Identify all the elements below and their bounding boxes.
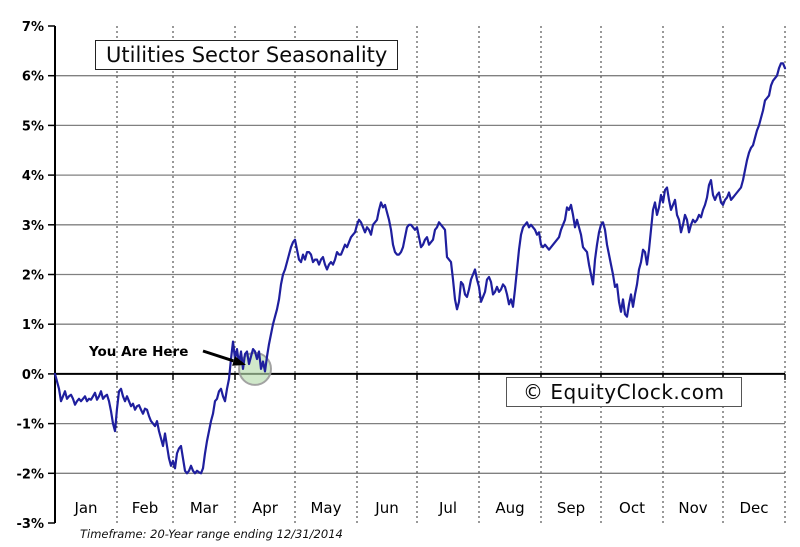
y-axis-label: 1%	[22, 318, 44, 333]
you-are-here-label: You Are Here	[89, 344, 189, 360]
x-axis-label: May	[310, 499, 341, 517]
y-axis-label: 2%	[22, 269, 44, 284]
x-axis-label: Jul	[438, 499, 457, 517]
chart-title: Utilities Sector Seasonality	[95, 40, 399, 70]
x-axis-label: Oct	[619, 499, 645, 517]
x-axis-label: Jun	[374, 499, 398, 517]
x-axis-label: Dec	[739, 499, 768, 517]
annotation-arrow	[202, 349, 235, 363]
y-axis-label: -1%	[17, 418, 44, 433]
y-axis-label: 6%	[22, 70, 44, 85]
y-axis-label: 4%	[22, 169, 44, 184]
timeframe-footnote: Timeframe: 20-Year range ending 12/31/20…	[80, 527, 343, 541]
x-axis-label: Feb	[132, 499, 159, 517]
x-axis-label: Mar	[190, 499, 219, 517]
y-axis-label: 7%	[22, 20, 44, 35]
annotation-arrowhead	[232, 356, 246, 366]
x-axis-label: Sep	[557, 499, 585, 517]
y-axis-label: 5%	[22, 119, 44, 134]
y-axis-label: -2%	[17, 467, 44, 482]
y-axis-label: 3%	[22, 219, 44, 234]
x-axis-label: Nov	[678, 499, 707, 517]
y-axis-label: 0%	[22, 368, 44, 383]
watermark: © EquityClock.com	[506, 377, 742, 407]
seasonality-line	[53, 62, 787, 475]
y-axis-label: -3%	[17, 517, 44, 532]
x-axis-label: Apr	[252, 499, 279, 517]
x-axis-label: Jan	[73, 499, 97, 517]
x-axis-label: Aug	[495, 499, 524, 517]
